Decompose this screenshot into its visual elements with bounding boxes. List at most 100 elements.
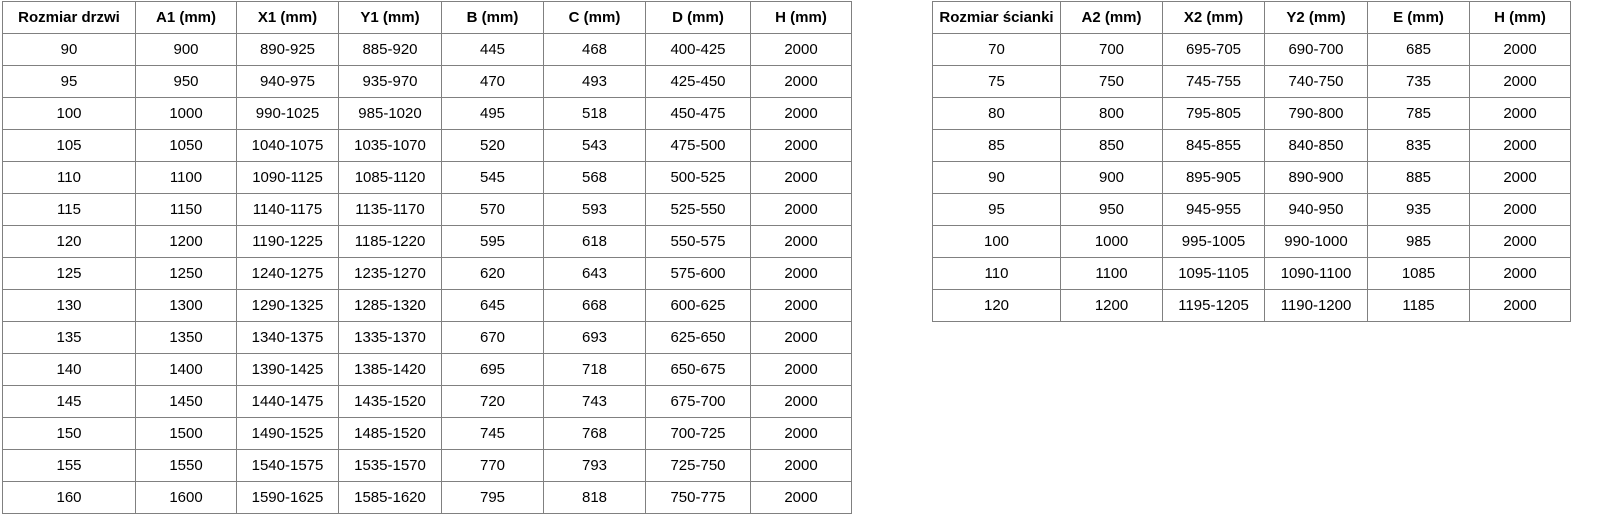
cell-d: 550-575	[645, 225, 751, 258]
column-header-y1: Y1 (mm)	[338, 1, 442, 34]
cell-a1: 1450	[135, 385, 237, 418]
doors-table-header: Rozmiar drzwi A1 (mm) X1 (mm) Y1 (mm) B …	[2, 1, 852, 34]
cell-rozmiar-scianki: 110	[932, 257, 1061, 290]
cell-b: 495	[441, 97, 544, 130]
cell-a1: 1350	[135, 321, 237, 354]
cell-h: 2000	[750, 33, 852, 66]
cell-y1: 1135-1170	[338, 193, 442, 226]
cell-y1: 1085-1120	[338, 161, 442, 194]
cell-x1: 1540-1575	[236, 449, 339, 482]
cell-d: 425-450	[645, 65, 751, 98]
cell-rozmiar-drzwi: 125	[2, 257, 136, 290]
table-row: 70 700 695-705 690-700 685 2000	[932, 33, 1571, 66]
cell-h: 2000	[1469, 225, 1571, 258]
cell-d: 725-750	[645, 449, 751, 482]
cell-a1: 1050	[135, 129, 237, 162]
column-header-y2: Y2 (mm)	[1264, 1, 1368, 34]
column-header-rozmiar-drzwi: Rozmiar drzwi	[2, 1, 136, 34]
cell-x1: 1590-1625	[236, 481, 339, 514]
cell-x1: 1290-1325	[236, 289, 339, 322]
cell-c: 643	[543, 257, 646, 290]
table-row: 80 800 795-805 790-800 785 2000	[932, 97, 1571, 130]
cell-y2: 940-950	[1264, 193, 1368, 226]
cell-x2: 795-805	[1162, 97, 1265, 130]
cell-rozmiar-drzwi: 115	[2, 193, 136, 226]
cell-h: 2000	[750, 193, 852, 226]
cell-c: 743	[543, 385, 646, 418]
cell-y2: 990-1000	[1264, 225, 1368, 258]
cell-x2: 695-705	[1162, 33, 1265, 66]
cell-a1: 1300	[135, 289, 237, 322]
cell-rozmiar-scianki: 70	[932, 33, 1061, 66]
cell-h: 2000	[1469, 193, 1571, 226]
cell-y1: 1385-1420	[338, 353, 442, 386]
column-header-x2: X2 (mm)	[1162, 1, 1265, 34]
cell-e: 785	[1367, 97, 1470, 130]
table-row: 100 1000 990-1025 985-1020 495 518 450-475 2000	[2, 97, 852, 130]
table-row: 100 1000 995-1005 990-1000 985 2000	[932, 225, 1571, 258]
cell-b: 770	[441, 449, 544, 482]
cell-h: 2000	[1469, 97, 1571, 130]
cell-x1: 890-925	[236, 33, 339, 66]
cell-y1: 1035-1070	[338, 129, 442, 162]
cell-y1: 885-920	[338, 33, 442, 66]
cell-a2: 900	[1060, 161, 1163, 194]
cell-e: 685	[1367, 33, 1470, 66]
cell-h: 2000	[750, 225, 852, 258]
cell-a1: 1600	[135, 481, 237, 514]
cell-rozmiar-drzwi: 130	[2, 289, 136, 322]
cell-h: 2000	[1469, 161, 1571, 194]
cell-c: 668	[543, 289, 646, 322]
cell-a1: 900	[135, 33, 237, 66]
cell-a2: 800	[1060, 97, 1163, 130]
cell-y2: 840-850	[1264, 129, 1368, 162]
cell-a1: 1150	[135, 193, 237, 226]
cell-a2: 950	[1060, 193, 1163, 226]
doors-table-body: 90 900 890-925 885-920 445 468 400-425 2000 95 95…	[2, 33, 852, 514]
cell-rozmiar-drzwi: 140	[2, 353, 136, 386]
cell-x2: 845-855	[1162, 129, 1265, 162]
cell-x2: 1195-1205	[1162, 289, 1265, 322]
cell-x2: 1095-1105	[1162, 257, 1265, 290]
cell-y2: 1090-1100	[1264, 257, 1368, 290]
cell-rozmiar-scianki: 90	[932, 161, 1061, 194]
cell-rozmiar-drzwi: 145	[2, 385, 136, 418]
cell-a1: 1500	[135, 417, 237, 450]
cell-a2: 700	[1060, 33, 1163, 66]
cell-rozmiar-drzwi: 105	[2, 129, 136, 162]
table-row: 75 750 745-755 740-750 735 2000	[932, 65, 1571, 98]
table-row: 155 1550 1540-1575 1535-1570 770 793 725-750 20…	[2, 449, 852, 482]
cell-c: 768	[543, 417, 646, 450]
cell-a2: 1100	[1060, 257, 1163, 290]
cell-h: 2000	[750, 65, 852, 98]
cell-y2: 890-900	[1264, 161, 1368, 194]
table-row: 145 1450 1440-1475 1435-1520 720 743 675-700 20…	[2, 385, 852, 418]
column-header-b: B (mm)	[441, 1, 544, 34]
table-header-row: Rozmiar drzwi A1 (mm) X1 (mm) Y1 (mm) B …	[2, 1, 852, 34]
cell-rozmiar-scianki: 120	[932, 289, 1061, 322]
cell-a1: 1000	[135, 97, 237, 130]
cell-b: 670	[441, 321, 544, 354]
cell-a2: 1200	[1060, 289, 1163, 322]
cell-h: 2000	[750, 289, 852, 322]
cell-b: 795	[441, 481, 544, 514]
cell-h: 2000	[1469, 65, 1571, 98]
cell-y1: 935-970	[338, 65, 442, 98]
cell-h: 2000	[750, 257, 852, 290]
table-row: 120 1200 1195-1205 1190-1200 1185 2000	[932, 289, 1571, 322]
cell-h: 2000	[750, 129, 852, 162]
cell-x1: 1390-1425	[236, 353, 339, 386]
cell-x1: 1040-1075	[236, 129, 339, 162]
cell-b: 595	[441, 225, 544, 258]
cell-rozmiar-drzwi: 160	[2, 481, 136, 514]
cell-a2: 1000	[1060, 225, 1163, 258]
column-header-a1: A1 (mm)	[135, 1, 237, 34]
cell-a1: 1100	[135, 161, 237, 194]
cell-h: 2000	[750, 161, 852, 194]
cell-h: 2000	[1469, 33, 1571, 66]
cell-b: 545	[441, 161, 544, 194]
cell-c: 618	[543, 225, 646, 258]
column-header-e: E (mm)	[1367, 1, 1470, 34]
cell-h: 2000	[1469, 129, 1571, 162]
cell-d: 475-500	[645, 129, 751, 162]
